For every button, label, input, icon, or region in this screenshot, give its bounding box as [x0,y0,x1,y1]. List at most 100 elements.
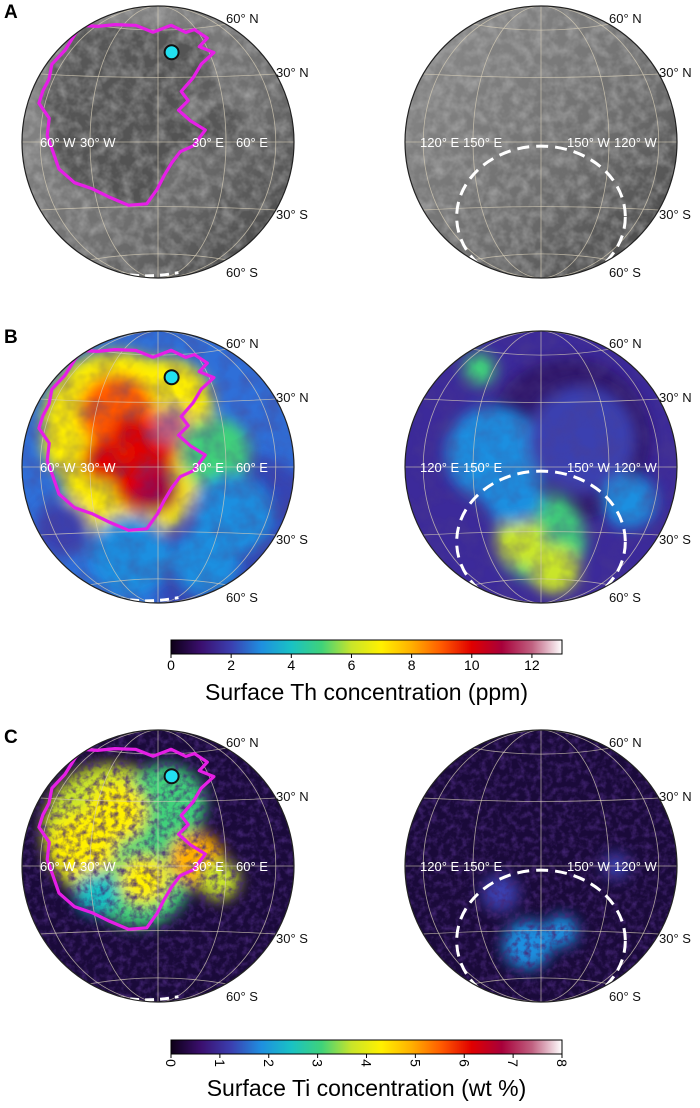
lon-150w-label: 150° W [567,859,611,874]
meridian-line [540,6,660,278]
colorbar-tick-label: 0 [163,1059,179,1067]
lon-30w-label: 30° W [80,460,116,475]
colorbar-tick-label: 10 [464,657,480,673]
lat-30s-label: 30° S [276,532,308,547]
lon-60w-label: 60° W [40,135,76,150]
colorbar-tick-label: 8 [554,1059,570,1067]
lat-30s-label: 30° S [659,532,691,547]
lat-60s-label: 60° S [609,590,641,605]
far-side-globe [404,729,678,1003]
meridian-line [540,6,610,278]
lat-60n-label: 60° N [226,11,259,26]
colorbar-tick-label: 4 [359,1059,375,1067]
lat-60s-label: 60° S [226,590,258,605]
globe-limb [21,5,295,279]
far-side-globe [404,330,678,604]
meridian-line [422,6,542,278]
near-side-globe [21,330,295,604]
lon-150e-label: 150° E [463,859,503,874]
lat-60s-label: 60° S [226,265,258,280]
lon-120e-label: 120° E [420,859,460,874]
meridian-line [157,331,277,603]
colorbar-title: Surface Ti concentration (wt %) [207,1075,527,1101]
lat-60n-label: 60° N [226,735,259,750]
colorbar-tick-label: 12 [524,657,540,673]
colorbar-tick-label: 2 [261,1059,277,1067]
lat-30n-label: 30° N [659,65,692,80]
meridian-line [157,6,227,278]
lon-30e-label: 30° E [192,859,224,874]
lat-30s-label: 30° S [276,931,308,946]
panel-letter: C [4,727,18,748]
colorbar-ti: 0 1 2 3 4 5 6 7 8 Surface Ti concentration (wt %) [163,1039,570,1101]
lon-30e-label: 30° E [192,135,224,150]
lon-120w-label: 120° W [614,859,658,874]
lon-60e-label: 60° E [236,859,268,874]
lon-30e-label: 30° E [192,460,224,475]
lon-120e-label: 120° E [420,460,460,475]
meridian-line [422,331,542,603]
lon-60e-label: 60° E [236,460,268,475]
lat-60n-label: 60° N [609,735,642,750]
globe-limb [21,330,295,604]
near-side-globe [21,729,295,1003]
lon-60w-label: 60° W [40,859,76,874]
lat-60n-label: 60° N [226,336,259,351]
lat-30s-label: 30° S [659,207,691,222]
lat-30n-label: 30° N [659,390,692,405]
colorbar-title: Surface Th concentration (ppm) [205,679,528,705]
lon-30w-label: 30° W [80,859,116,874]
globe-limb [404,729,678,1003]
colorbar-tick-label: 6 [348,657,356,673]
lon-120w-label: 120° W [614,135,658,150]
south-pole-aitken-basin-outline [455,868,627,1002]
lon-150w-label: 150° W [567,460,611,475]
colorbar-tick-label: 8 [408,657,416,673]
colorbar-tick-label: 5 [407,1059,423,1067]
lon-150e-label: 150° E [463,460,503,475]
meridian-line [540,331,660,603]
meridian-line [157,6,277,278]
south-pole-aitken-basin-outline [455,469,627,603]
meridian-line [89,331,159,603]
lon-120w-label: 120° W [614,460,658,475]
colorbar-tick-label: 1 [212,1059,228,1067]
colorbar-tick-label: 4 [287,657,295,673]
globe-limb [404,330,678,604]
procellarum-kreep-terrane-outline [37,747,216,931]
far-side-globe [404,5,678,279]
colorbar-gradient [170,1039,563,1055]
lon-150e-label: 150° E [463,135,503,150]
meridian-line [157,730,277,1002]
meridian-line [39,331,159,603]
meridian-line [422,730,542,1002]
meridian-line [540,331,610,603]
procellarum-kreep-terrane-outline [37,23,216,207]
meridian-line [89,6,159,278]
meridian-line [89,730,159,1002]
lat-30n-label: 30° N [276,789,309,804]
lon-30w-label: 30° W [80,135,116,150]
south-pole-aitken-basin-outline [455,144,627,278]
lat-30s-label: 30° S [659,931,691,946]
colorbar-tick-label: 2 [227,657,235,673]
colorbar-gradient [170,639,563,655]
meridian-line [157,331,227,603]
colorbar-tick-label: 6 [456,1059,472,1067]
colorbar-th: 0 2 4 6 8 10 12 Surface Th concentration (ppm) [167,639,563,705]
panel-letter: A [4,2,18,23]
lat-30n-label: 30° N [276,65,309,80]
lon-150w-label: 150° W [567,135,611,150]
colorbar-tick-label: 7 [505,1059,521,1067]
colorbar-tick-label: 3 [310,1059,326,1067]
lat-60n-label: 60° N [609,11,642,26]
lon-60e-label: 60° E [236,135,268,150]
landing-site-marker [163,369,180,386]
globe-limb [21,729,295,1003]
meridian-line [472,6,542,278]
lon-120e-label: 120° E [420,135,460,150]
colorbar-tick-label: 0 [167,657,175,673]
lat-30n-label: 30° N [276,390,309,405]
